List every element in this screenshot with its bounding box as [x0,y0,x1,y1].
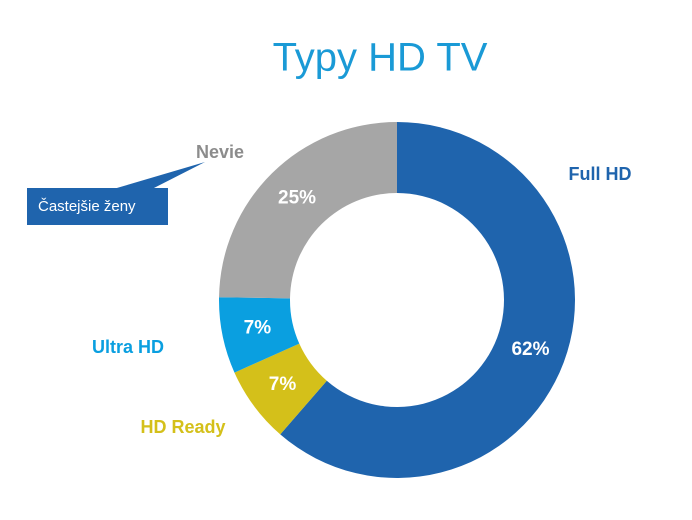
callout-pointer [110,162,205,190]
callout: Častejšie ženy [27,162,205,225]
callout-box [27,188,168,225]
donut-slice [219,297,300,373]
value-label: 7% [244,318,272,339]
donut-slice [234,343,327,435]
chart-title: Typy HD TV [273,36,488,80]
callout-text: Častejšie ženy [38,198,136,215]
category-label: Ultra HD [92,337,164,357]
value-label: 7% [269,374,297,395]
value-label: 62% [511,339,549,360]
category-label: HD Ready [140,417,225,437]
category-label: Nevie [196,142,244,162]
category-label: Full HD [569,164,632,184]
donut-slice [219,122,397,299]
donut-slice [280,122,575,478]
value-label: 25% [278,187,316,208]
